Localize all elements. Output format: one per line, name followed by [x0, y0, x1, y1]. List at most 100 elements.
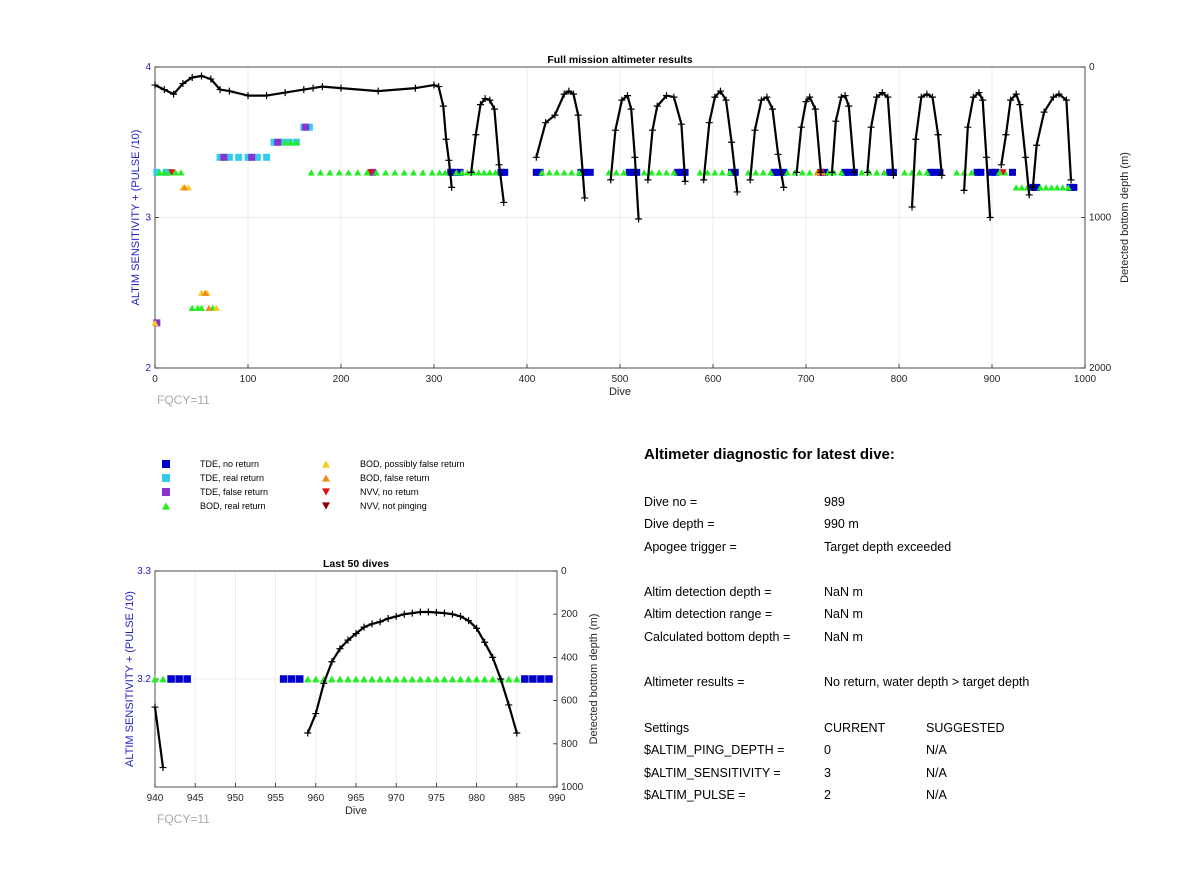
setting-row-pulse: $ALTIM_PULSE = 2 N/A	[644, 788, 1164, 804]
data-point	[168, 169, 176, 176]
data-point	[458, 169, 466, 176]
data-point	[188, 304, 196, 311]
setting-suggested: N/A	[926, 743, 947, 757]
data-point	[450, 168, 458, 176]
data-point	[999, 169, 1007, 176]
depth-point	[445, 156, 453, 164]
data-point	[382, 169, 390, 176]
depth-point	[532, 153, 540, 161]
setting-row-ping-depth: $ALTIM_PING_DEPTH = 0 N/A	[644, 743, 1164, 759]
y-left-axis-label: ALTIM SENSITIVITY + (PULSE /10)	[130, 130, 142, 306]
data-point	[344, 675, 352, 683]
data-point	[302, 123, 310, 131]
depth-point	[424, 608, 432, 616]
data-point	[620, 169, 628, 176]
data-point	[545, 169, 553, 176]
legend-swatch	[322, 488, 330, 496]
x-axis-label: Dive	[609, 386, 631, 398]
depth-point	[457, 612, 465, 620]
x-tick-label: 955	[267, 793, 284, 804]
data-point	[973, 168, 981, 176]
depth-point	[473, 624, 481, 632]
depth-point	[472, 131, 480, 139]
data-point	[1036, 184, 1044, 191]
y-left-tick-label: 2	[145, 363, 151, 374]
depth-point	[574, 111, 582, 119]
data-point	[1042, 184, 1050, 191]
depth-point	[960, 186, 968, 194]
legend-marker	[322, 460, 330, 468]
depth-point	[1002, 131, 1010, 139]
depth-point	[711, 93, 719, 101]
y-right-tick-label: 1000	[561, 782, 584, 793]
setting-name: $ALTIM_PULSE =	[644, 788, 746, 802]
legend-marker	[322, 502, 330, 510]
depth-point	[198, 72, 205, 80]
data-point	[915, 169, 923, 176]
depth-point	[618, 96, 626, 104]
data-point	[491, 169, 499, 176]
x-tick-label: 0	[152, 374, 158, 385]
depth-point	[979, 96, 987, 104]
data-point	[263, 153, 271, 161]
diagnostic-value: No return, water depth > target depth	[824, 675, 1030, 689]
depth-point	[938, 171, 946, 179]
y-right-tick-label: 0	[561, 566, 567, 577]
data-point	[335, 169, 343, 176]
depth-point	[309, 84, 317, 92]
depth-point	[497, 675, 505, 683]
data-point	[886, 168, 894, 176]
data-point	[220, 153, 228, 161]
depth-point	[757, 96, 765, 104]
data-point	[992, 168, 1000, 176]
data-point	[400, 675, 408, 683]
data-point	[752, 169, 760, 176]
data-point	[759, 169, 767, 176]
depth-point	[1033, 141, 1041, 149]
y-right-tick-label: 1000	[1089, 213, 1112, 224]
altimeter-diagnostic-panel: Altimeter diagnostic for latest dive: Di…	[644, 446, 1164, 826]
depth-point	[763, 93, 771, 101]
depth-line	[1031, 92, 1073, 188]
diagnostic-key: Dive depth =	[644, 517, 715, 531]
current-header: CURRENT	[824, 721, 886, 735]
depth-point	[376, 618, 384, 626]
data-point	[153, 168, 161, 176]
data-point	[648, 169, 656, 176]
data-point	[718, 169, 726, 176]
depth-point	[837, 93, 845, 101]
depth-point	[811, 105, 819, 113]
depth-line	[154, 74, 453, 188]
data-point	[440, 675, 449, 683]
legend-label: BOD, false return	[360, 473, 430, 483]
x-tick-label: 500	[612, 374, 629, 385]
depth-point	[481, 638, 489, 646]
depth-point	[432, 608, 440, 616]
data-point	[538, 169, 546, 176]
data-point	[780, 168, 788, 176]
data-point	[360, 675, 368, 683]
diagnostic-key: Apogee trigger =	[644, 540, 737, 554]
depth-point	[832, 117, 840, 125]
x-tick-label: 945	[187, 793, 204, 804]
data-point	[304, 675, 312, 683]
depth-point	[797, 123, 805, 131]
data-point	[858, 169, 866, 176]
data-point	[655, 169, 663, 176]
setting-suggested: N/A	[926, 766, 947, 780]
data-point	[1012, 184, 1020, 191]
depth-point	[360, 623, 368, 631]
data-point	[408, 675, 417, 683]
depth-point	[368, 620, 376, 628]
depth-point	[716, 87, 724, 95]
depth-point	[188, 74, 196, 82]
data-point	[770, 168, 778, 176]
depth-point	[560, 90, 568, 98]
data-point	[532, 168, 540, 176]
data-point	[354, 169, 362, 176]
data-point	[352, 675, 360, 683]
data-point	[464, 675, 473, 683]
depth-point	[442, 135, 450, 143]
setting-current: 0	[824, 743, 831, 757]
diagnostic-key: Altim detection depth =	[644, 585, 772, 599]
